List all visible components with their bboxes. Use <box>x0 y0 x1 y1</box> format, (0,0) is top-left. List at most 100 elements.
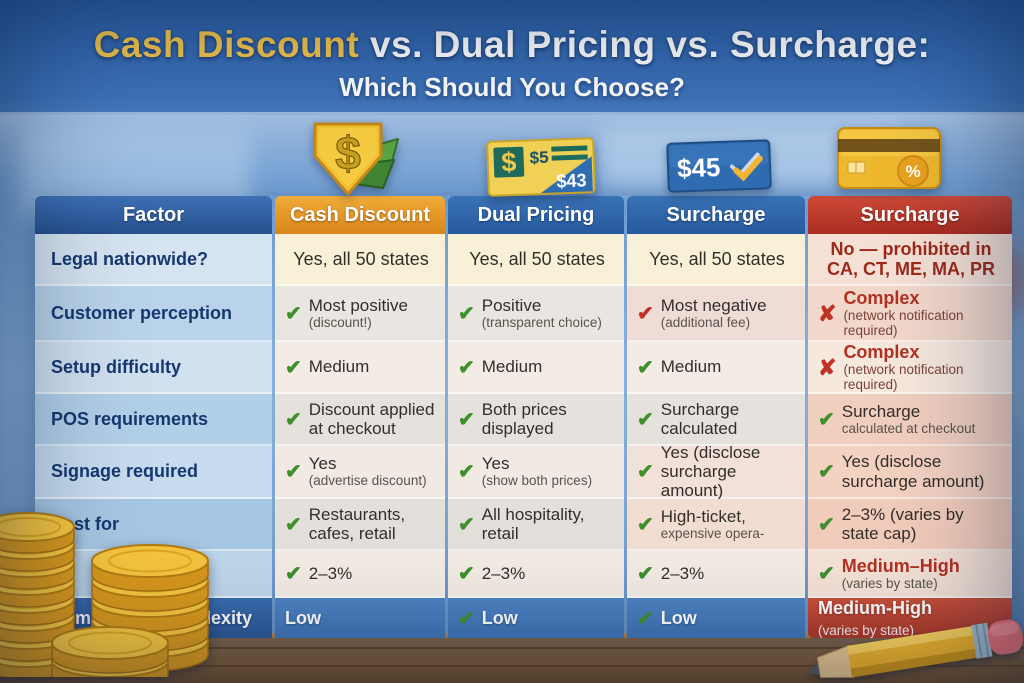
check-icon <box>458 304 475 324</box>
check-icon <box>637 358 654 378</box>
cell-subtext: (additional fee) <box>660 314 751 330</box>
check-icon <box>458 462 475 482</box>
check-icon <box>637 515 654 535</box>
check-icon <box>818 564 835 584</box>
table-cell: Both prices displayed <box>448 394 624 446</box>
cell-text: Medium <box>660 357 722 377</box>
table-cell: Yes, all 50 states <box>627 234 805 286</box>
page-title: Cash Discount vs. Dual Pricing vs. Surch… <box>0 24 1024 66</box>
table-cell: Yes, all 50 states <box>275 234 445 286</box>
table-cell: Complex(network notification required) <box>808 342 1012 394</box>
check-icon <box>285 564 302 584</box>
table-cell: Yes(show both prices) <box>448 446 624 499</box>
cell-text: Yes <box>481 454 510 474</box>
check-icon <box>637 304 654 324</box>
cell-text: Surcharge <box>841 401 921 421</box>
factor-label-setup: Setup difficulty <box>35 342 272 394</box>
cell-text: Surcharge calculated <box>660 399 740 438</box>
column-header-cash-discount: Cash Discount <box>275 196 445 234</box>
cell-text: Most positive <box>308 295 408 315</box>
cell-text: 2–3% <box>481 563 526 583</box>
table-cell: Restaurants, cafes, retail <box>275 499 445 551</box>
cell-subtext: (varies by state) <box>818 623 915 639</box>
dual-price-tag-icon: $ $5 $43 <box>486 137 596 197</box>
check-icon <box>285 515 302 535</box>
cell-text: Both prices displayed <box>481 399 567 438</box>
cell-subtext: (transparent choice) <box>481 314 602 330</box>
check-icon <box>458 410 475 430</box>
table-cell: Most negative(additional fee) <box>627 286 805 342</box>
gold-coins-icon <box>0 512 209 677</box>
table-cell: Most positive(discount!) <box>275 286 445 342</box>
table-cell: No — prohibited in CA, CT, ME, MA, PR <box>808 234 1012 286</box>
cell-subtext: (show both prices) <box>481 473 593 489</box>
column-header-surcharge: Surcharge <box>627 196 805 234</box>
cell-text: Low <box>660 607 697 628</box>
check-icon <box>285 358 302 378</box>
table-cell: Medium <box>627 342 805 394</box>
column-header-dual-pricing: Dual Pricing <box>448 196 624 234</box>
cell-text: Medium <box>308 357 370 377</box>
price-card-check-icon: $45 <box>666 139 772 193</box>
table-cell: Surcharge calculated <box>627 394 805 446</box>
cross-icon <box>818 303 836 325</box>
table-cell: Complex(network notification required) <box>808 286 1012 342</box>
factor-label-perception: Customer perception <box>35 286 272 342</box>
cell-text: Medium-High <box>818 597 932 618</box>
cell-text: All hospitality, retail <box>481 504 585 543</box>
cell-text: 2–3% <box>308 563 353 583</box>
cell-text: Yes, all 50 states <box>293 248 429 269</box>
table-cell: All hospitality, retail <box>448 499 624 551</box>
svg-text:%: % <box>905 162 920 181</box>
svg-text:$: $ <box>335 127 361 179</box>
page-subtitle: Which Should You Choose? <box>339 72 685 102</box>
table-cell: Low <box>627 598 805 638</box>
cell-subtext: (network notification required) <box>843 361 964 393</box>
table-cell: High-ticket,expensive opera- <box>627 499 805 551</box>
factor-label-legal: Legal nationwide? <box>35 234 272 286</box>
table-cell: 2–3% <box>448 551 624 598</box>
cell-subtext: calculated at checkout <box>841 420 976 436</box>
table-cell: Yes, all 50 states <box>448 234 624 286</box>
table-cell: Yes(advertise discount) <box>275 446 445 499</box>
table-cell: Low <box>448 598 624 638</box>
cell-subtext: expensive opera- <box>660 525 765 541</box>
check-icon <box>637 410 654 430</box>
cell-text: Restaurants, cafes, retail <box>308 504 406 543</box>
cell-text: Yes, all 50 states <box>649 248 785 269</box>
check-icon <box>458 358 475 378</box>
cross-icon <box>818 357 836 379</box>
check-icon <box>285 410 302 430</box>
cell-subtext: (varies by state) <box>841 576 938 592</box>
table-cell: 2–3% <box>627 551 805 598</box>
cell-subtext: (discount!) <box>308 314 372 330</box>
check-icon <box>637 564 654 584</box>
table-cell: Yes (disclose surcharge amount) <box>808 446 1012 499</box>
table-cell: Medium–High(varies by state) <box>808 551 1012 598</box>
table-cell: Medium <box>275 342 445 394</box>
svg-text:$45: $45 <box>677 152 721 183</box>
check-icon <box>285 462 302 482</box>
title-highlight: Cash Discount <box>93 24 360 65</box>
factor-column-header: Factor <box>35 196 272 234</box>
table-cell: 2–3% <box>275 551 445 598</box>
check-icon <box>458 564 475 584</box>
svg-text:$5: $5 <box>529 148 549 168</box>
cell-text: Medium <box>481 357 543 377</box>
cell-text: 2–3% (varies by state cap) <box>841 504 964 543</box>
table-cell: Medium-High (varies by state) <box>808 598 1012 638</box>
check-icon <box>818 462 835 482</box>
cell-text: Yes, all 50 states <box>469 248 605 269</box>
check-icon <box>458 609 475 629</box>
table-cell: Low <box>275 598 445 638</box>
cell-text: Most negative <box>660 295 767 315</box>
cell-text: Positive <box>481 295 542 315</box>
factor-label-pos: POS requirements <box>35 394 272 446</box>
check-icon <box>818 410 835 430</box>
column-header-surcharge-red: Surcharge <box>808 196 1012 234</box>
cell-text: Yes (disclose surcharge amount) <box>660 442 761 501</box>
factor-label-signage: Signage required <box>35 446 272 499</box>
title-rest: vs. Dual Pricing vs. Surcharge: <box>359 24 931 65</box>
